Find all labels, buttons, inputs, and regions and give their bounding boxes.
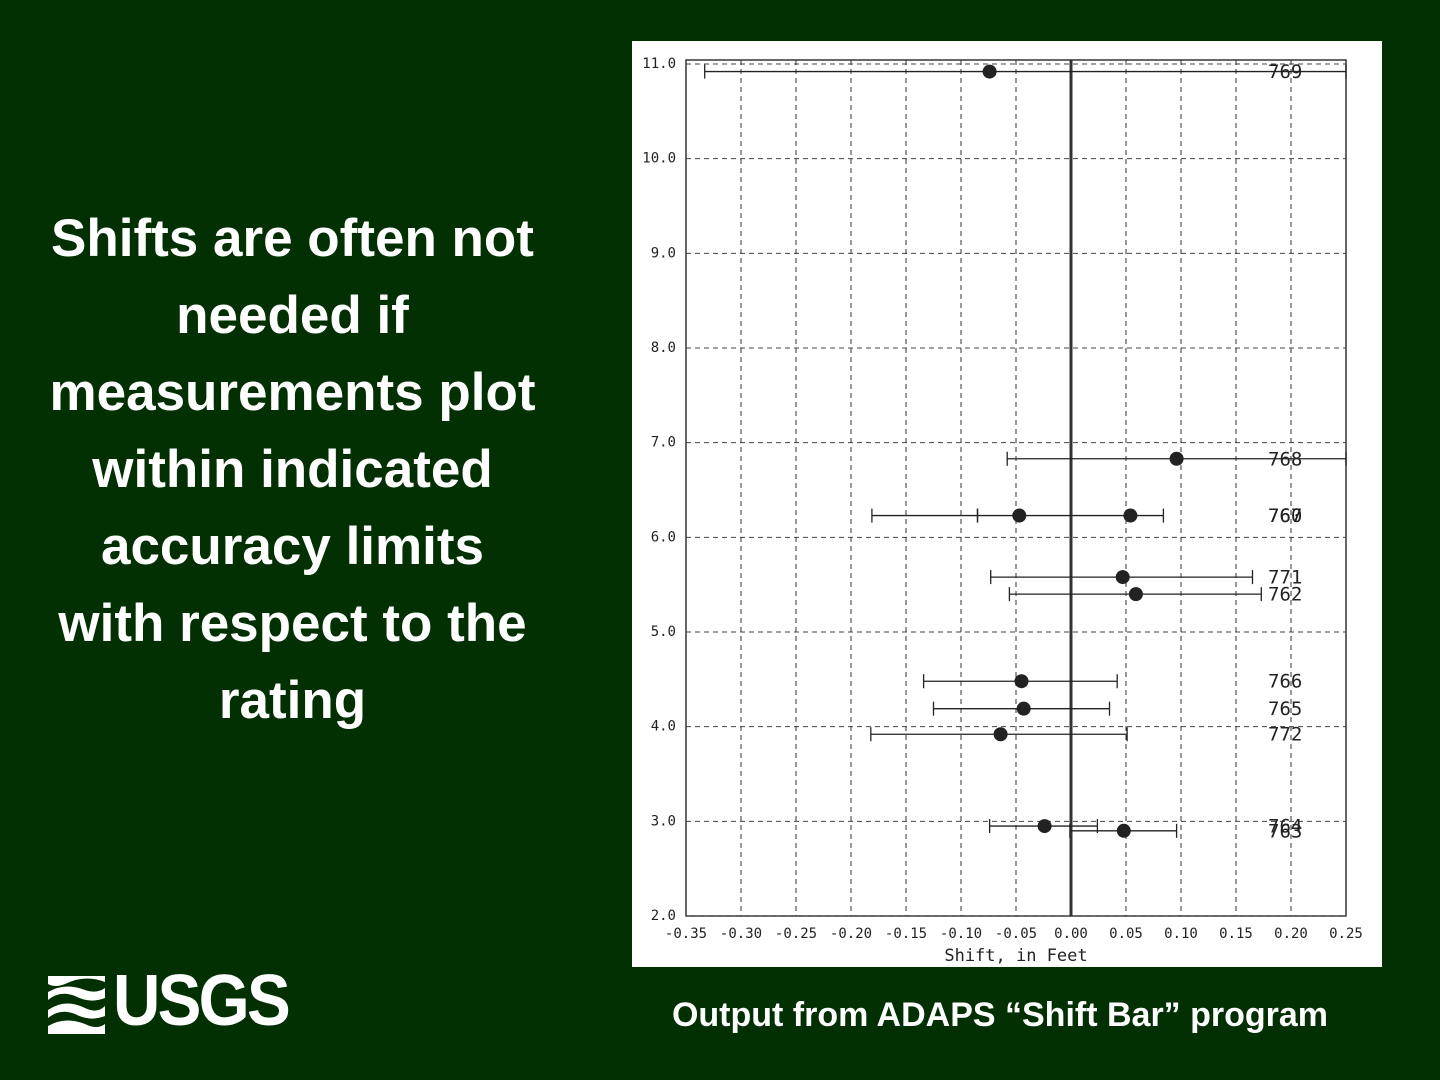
point-label: 760 [1268,505,1302,527]
x-tick-label: -0.25 [775,926,817,942]
point-label: 765 [1268,698,1302,720]
point-label: 768 [1268,448,1302,470]
y-tick-label: 8.0 [651,340,676,356]
point [1169,451,1184,466]
y-tick-label: 5.0 [651,624,676,640]
caption: Output from ADAPS “Shift Bar” program [671,996,1329,1034]
y-tick-label: 11.0 [642,56,676,72]
point [1116,823,1131,838]
logo-text: USGS [113,968,289,1041]
y-tick-label: 2.0 [651,908,676,924]
x-tick-label: 0.05 [1109,926,1143,942]
point [1123,508,1138,523]
x-tick-label: 0.00 [1054,926,1088,942]
point-label: 772 [1268,724,1302,746]
point-label: 764 [1268,816,1302,838]
x-tick-label: 0.15 [1219,926,1253,942]
x-tick-label: 0.25 [1329,926,1363,942]
point [1016,701,1031,716]
point [993,727,1008,742]
point-label: 762 [1268,584,1302,606]
point [982,64,997,79]
logo-waves [48,976,105,1034]
slide-text: Shifts are often not needed if measureme… [49,209,536,730]
y-tick-label: 10.0 [642,151,676,167]
point [1014,674,1029,689]
y-tick-label: 7.0 [651,435,676,451]
x-tick-label: 0.20 [1274,926,1308,942]
point [1037,819,1052,834]
y-tick-label: 3.0 [651,813,676,829]
x-tick-label: -0.30 [720,926,762,942]
point [1128,587,1143,602]
x-axis-label: Shift, in Feet [944,946,1087,966]
x-tick-label: -0.05 [995,926,1037,942]
point-label: 769 [1268,61,1302,83]
point-label: 771 [1268,567,1302,589]
x-tick-label: -0.15 [885,926,927,942]
point-label: 766 [1268,671,1302,693]
point-label: 767 [1268,505,1302,527]
y-tick-label: 6.0 [651,529,676,545]
point-label: 763 [1268,820,1302,842]
y-tick-label: 4.0 [651,719,676,735]
x-tick-label: 0.10 [1164,926,1198,942]
logo: USGS [48,968,292,1041]
x-tick-label: -0.35 [665,926,707,942]
y-tick-label: 9.0 [651,245,676,261]
x-tick-label: -0.20 [830,926,872,942]
x-tick-label: -0.10 [940,926,982,942]
chart: 2.0 3.0 4.0 5.0 6.0 7.0 8.0 9.0 10.0 11.0 -0.35 -0.… [632,41,1382,967]
chart-background [632,41,1382,967]
point [1115,570,1130,585]
